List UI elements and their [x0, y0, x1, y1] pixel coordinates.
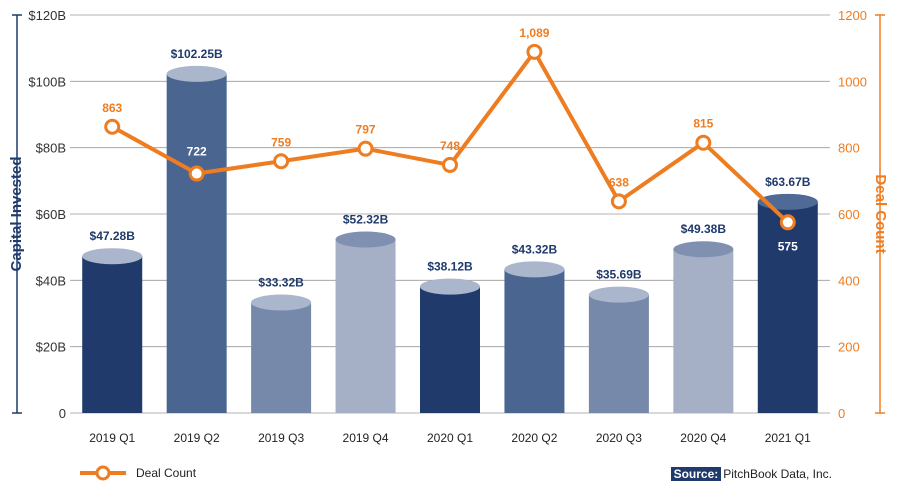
y2-tick-label: 600	[838, 207, 860, 222]
y2-tick-label: 800	[838, 141, 860, 156]
source-note: Source: PitchBook Data, Inc.	[670, 467, 832, 481]
x-tick-label: 2021 Q1	[765, 431, 811, 445]
axes: 0 $20B $40B $60B $80B $100B $120B Capital Inves…	[8, 8, 889, 445]
bar	[504, 261, 565, 413]
y-tick-label: $120B	[28, 8, 66, 23]
line-value-label: 638	[609, 175, 629, 189]
line-value-label: 863	[102, 101, 122, 115]
source-label: Source:	[670, 467, 722, 481]
line-value-label: 748	[440, 139, 460, 153]
bar-body	[251, 302, 312, 413]
bar-top	[251, 294, 312, 311]
bar	[82, 248, 143, 413]
bar-top	[588, 286, 649, 303]
bar-body	[757, 201, 818, 413]
bar-value-label: $33.32B	[258, 275, 304, 289]
deal-count-marker	[610, 193, 627, 210]
line-value-label: 797	[356, 123, 376, 137]
bar-value-label: $38.12B	[427, 260, 473, 274]
x-tick-label: 2019 Q2	[174, 431, 220, 445]
bar-value-label: $63.67B	[765, 175, 811, 189]
legend-line-icon	[80, 465, 126, 481]
y2-tick-label: 400	[838, 273, 860, 288]
bar-body	[504, 269, 565, 413]
y-axis-title: Capital Invested	[8, 156, 25, 271]
bar-body	[335, 239, 396, 413]
bar	[588, 286, 649, 413]
bar-body	[673, 249, 734, 413]
bar	[673, 241, 734, 413]
legend-label: Deal Count	[136, 466, 197, 480]
bar-top	[420, 278, 480, 295]
deal-count-marker	[188, 165, 205, 182]
line-series	[104, 43, 796, 231]
line-value-label: 575	[778, 239, 798, 253]
y-tick-label: $80B	[36, 141, 66, 156]
y-tick-label: $60B	[36, 207, 66, 222]
y2-tick-label: 1200	[838, 8, 867, 23]
y-tick-label: $40B	[36, 273, 66, 288]
source-text: PitchBook Data, Inc.	[723, 467, 832, 481]
bar-top	[82, 248, 143, 265]
x-tick-label: 2020 Q2	[511, 431, 557, 445]
x-tick-label: 2019 Q3	[258, 431, 304, 445]
bar-value-label: $52.32B	[343, 212, 389, 226]
data-labels: $47.28B $102.25B $33.32B $52.32B $38.12B $43.…	[90, 26, 811, 290]
bar-value-label: $49.38B	[681, 222, 727, 236]
bar-value-label: $35.69B	[596, 268, 642, 282]
bar-top	[673, 241, 734, 258]
bar-value-label: $47.28B	[90, 229, 136, 243]
y2-axis-title: Deal Count	[872, 174, 889, 253]
y-tick-label: $20B	[36, 340, 66, 355]
bar-body	[588, 294, 649, 413]
deal-count-marker	[442, 156, 458, 173]
bar	[251, 294, 312, 413]
line-value-label: 1,089	[519, 26, 549, 40]
line-value-label: 722	[187, 145, 207, 159]
x-tick-label: 2019 Q4	[343, 431, 389, 445]
y2-tick-label: 0	[838, 406, 845, 421]
bar-value-label: $43.32B	[512, 242, 558, 256]
bar-top	[504, 261, 565, 278]
bar	[166, 65, 227, 413]
y-tick-label: 0	[59, 406, 66, 421]
y2-tick-label: 1000	[838, 74, 867, 89]
bar-body	[166, 73, 227, 413]
line-value-label: 759	[271, 135, 291, 149]
y-tick-label: $100B	[28, 74, 66, 89]
deal-count-marker	[357, 140, 374, 157]
bar-top	[335, 231, 396, 248]
deal-count-marker	[104, 118, 121, 135]
bar-value-label: $102.25B	[171, 47, 223, 61]
legend: Deal Count	[78, 464, 196, 482]
x-tick-label: 2020 Q3	[596, 431, 642, 445]
bar	[420, 278, 480, 413]
x-tick-label: 2020 Q4	[680, 431, 726, 445]
x-tick-label: 2019 Q1	[89, 431, 135, 445]
bar	[335, 231, 396, 413]
line-value-label: 815	[693, 117, 713, 131]
x-tick-label: 2020 Q1	[427, 431, 473, 445]
deal-count-marker	[779, 214, 796, 231]
bar-body	[82, 256, 143, 413]
deal-count-marker	[695, 134, 712, 151]
bar-series	[82, 65, 818, 413]
bar-body	[420, 286, 480, 413]
bar	[757, 193, 818, 413]
deal-count-marker	[526, 43, 543, 60]
bar-top	[166, 65, 227, 82]
deal-count-marker	[273, 153, 290, 170]
y2-tick-label: 200	[838, 340, 860, 355]
